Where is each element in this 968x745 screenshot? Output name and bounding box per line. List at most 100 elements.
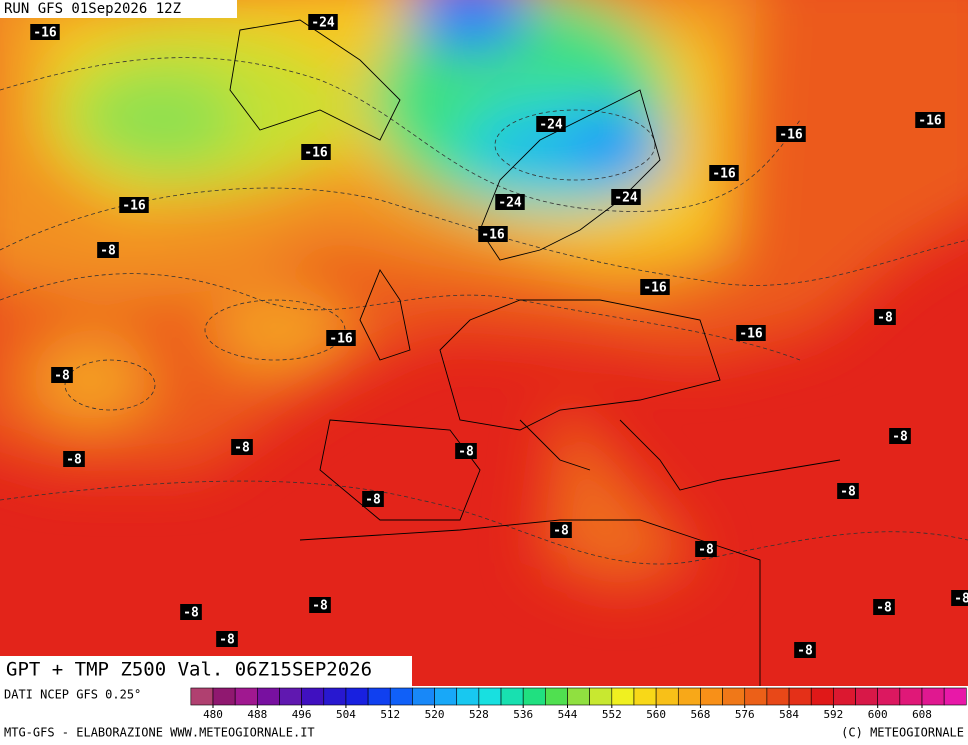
contour-label-box: [309, 597, 331, 613]
run-label-box: [0, 0, 237, 18]
scale-swatch: [788, 687, 812, 706]
contour-label-box: [455, 443, 477, 459]
contour-label: -8: [951, 590, 968, 607]
contour-label-text: -8: [876, 601, 892, 616]
contour-label: -8: [362, 491, 384, 508]
scale-tick-label: 528: [469, 708, 489, 721]
scale-tick-label: 560: [646, 708, 666, 721]
data-source: DATI NCEP GFS 0.25°: [4, 688, 141, 702]
contour-label-box: [308, 14, 338, 30]
scale-swatch: [833, 687, 856, 706]
scale-swatch: [367, 687, 391, 706]
contour-label-text: -16: [739, 327, 763, 342]
contour-label-box: [695, 541, 717, 557]
contour-label: -24: [536, 116, 566, 133]
contour-label-text: -8: [100, 244, 116, 259]
contour-label-box: [231, 439, 253, 455]
contour-label-box: [216, 631, 238, 647]
contour-label: -8: [695, 541, 717, 558]
contour-label-text: -24: [311, 16, 335, 31]
scale-swatch: [190, 687, 214, 706]
scale-swatch: [677, 687, 701, 706]
scale-tick-label: 576: [735, 708, 755, 721]
scale-tick-label: 592: [823, 708, 843, 721]
contour-label-text: -8: [877, 311, 893, 326]
scale-tick-label: 536: [513, 708, 533, 721]
contour-label-text: -8: [954, 592, 968, 607]
scale-tick-label: 496: [292, 708, 312, 721]
scale-tick-label: 600: [868, 708, 888, 721]
contour-label: -16: [736, 325, 766, 342]
scale-swatch: [611, 687, 635, 706]
scale-swatch: [389, 687, 413, 706]
scale-swatch: [943, 687, 967, 706]
contour-label-box: [119, 197, 149, 213]
contour-label: -8: [180, 604, 202, 621]
scale-swatch: [810, 687, 834, 706]
contour-label-text: -8: [458, 445, 474, 460]
contour-label-box: [30, 24, 60, 40]
credit-right: (C) METEOGIORNALE: [841, 726, 964, 740]
map-title: GPT + TMP Z500 Val. 06Z15SEP2026: [6, 659, 372, 681]
contour-label: -16: [119, 197, 149, 214]
coastlines: [229, 19, 841, 686]
contour-label-text: -16: [33, 26, 57, 41]
contour-label: -16: [301, 144, 331, 161]
contour-label-box: [478, 226, 508, 242]
contour-label-text: -16: [304, 146, 328, 161]
contour-label-box: [362, 491, 384, 507]
contour-label: -16: [478, 226, 508, 243]
contour-label-text: -8: [234, 441, 250, 456]
scale-swatch: [257, 687, 280, 706]
contour-label-text: -8: [797, 644, 813, 659]
scale-tick-label: 504: [336, 708, 356, 721]
scale-swatch: [567, 687, 590, 706]
contour-label-text: -16: [918, 114, 942, 129]
contour-label-text: -8: [312, 599, 328, 614]
scale-swatch: [633, 687, 657, 706]
scale-swatch: [234, 687, 258, 706]
contour-label-text: -8: [183, 606, 199, 621]
contour-label-box: [915, 112, 945, 128]
contour-label-text: -16: [643, 281, 667, 296]
contour-label-box: [97, 242, 119, 258]
contour-label-box: [180, 604, 202, 620]
contour-labels: -16 -24 -16 -16 -8 -24 -16 -16 -24 -24 -16 -16 -16 -1…: [30, 14, 968, 659]
scale-swatch: [323, 687, 347, 706]
contour-label: -8: [889, 428, 911, 445]
scale-swatch: [456, 687, 480, 706]
contour-label-box: [709, 165, 739, 181]
contour-label-text: -8: [698, 543, 714, 558]
temperature-field: [0, 0, 968, 686]
contour-label-text: -8: [892, 430, 908, 445]
contour-label-text: -8: [553, 524, 569, 539]
scale-swatch: [921, 687, 945, 706]
contour-label-box: [776, 126, 806, 142]
contour-label-box: [326, 330, 356, 346]
contour-label-text: -16: [712, 167, 736, 182]
contour-label: -16: [776, 126, 806, 143]
scale-swatch: [722, 687, 746, 706]
contour-label-box: [873, 599, 895, 615]
contour-label: -8: [550, 522, 572, 539]
contour-label: -16: [30, 24, 60, 41]
contour-label-text: -16: [481, 228, 505, 243]
contour-label-box: [640, 279, 670, 295]
contour-label-box: [550, 522, 572, 538]
contour-label: -8: [794, 642, 816, 659]
contour-label-text: -16: [122, 199, 146, 214]
scale-swatch: [700, 687, 723, 706]
contour-label-text: -8: [365, 493, 381, 508]
scale-tick-label: 584: [779, 708, 799, 721]
contour-label: -16: [915, 112, 945, 129]
contour-label-box: [51, 367, 73, 383]
contour-label-box: [736, 325, 766, 341]
scale-swatch: [434, 687, 458, 706]
scale-tick-label: 512: [380, 708, 400, 721]
scale-tick-label: 544: [558, 708, 578, 721]
scale-swatch: [545, 687, 568, 706]
scale-swatch: [855, 687, 878, 706]
contour-label: -8: [873, 599, 895, 616]
